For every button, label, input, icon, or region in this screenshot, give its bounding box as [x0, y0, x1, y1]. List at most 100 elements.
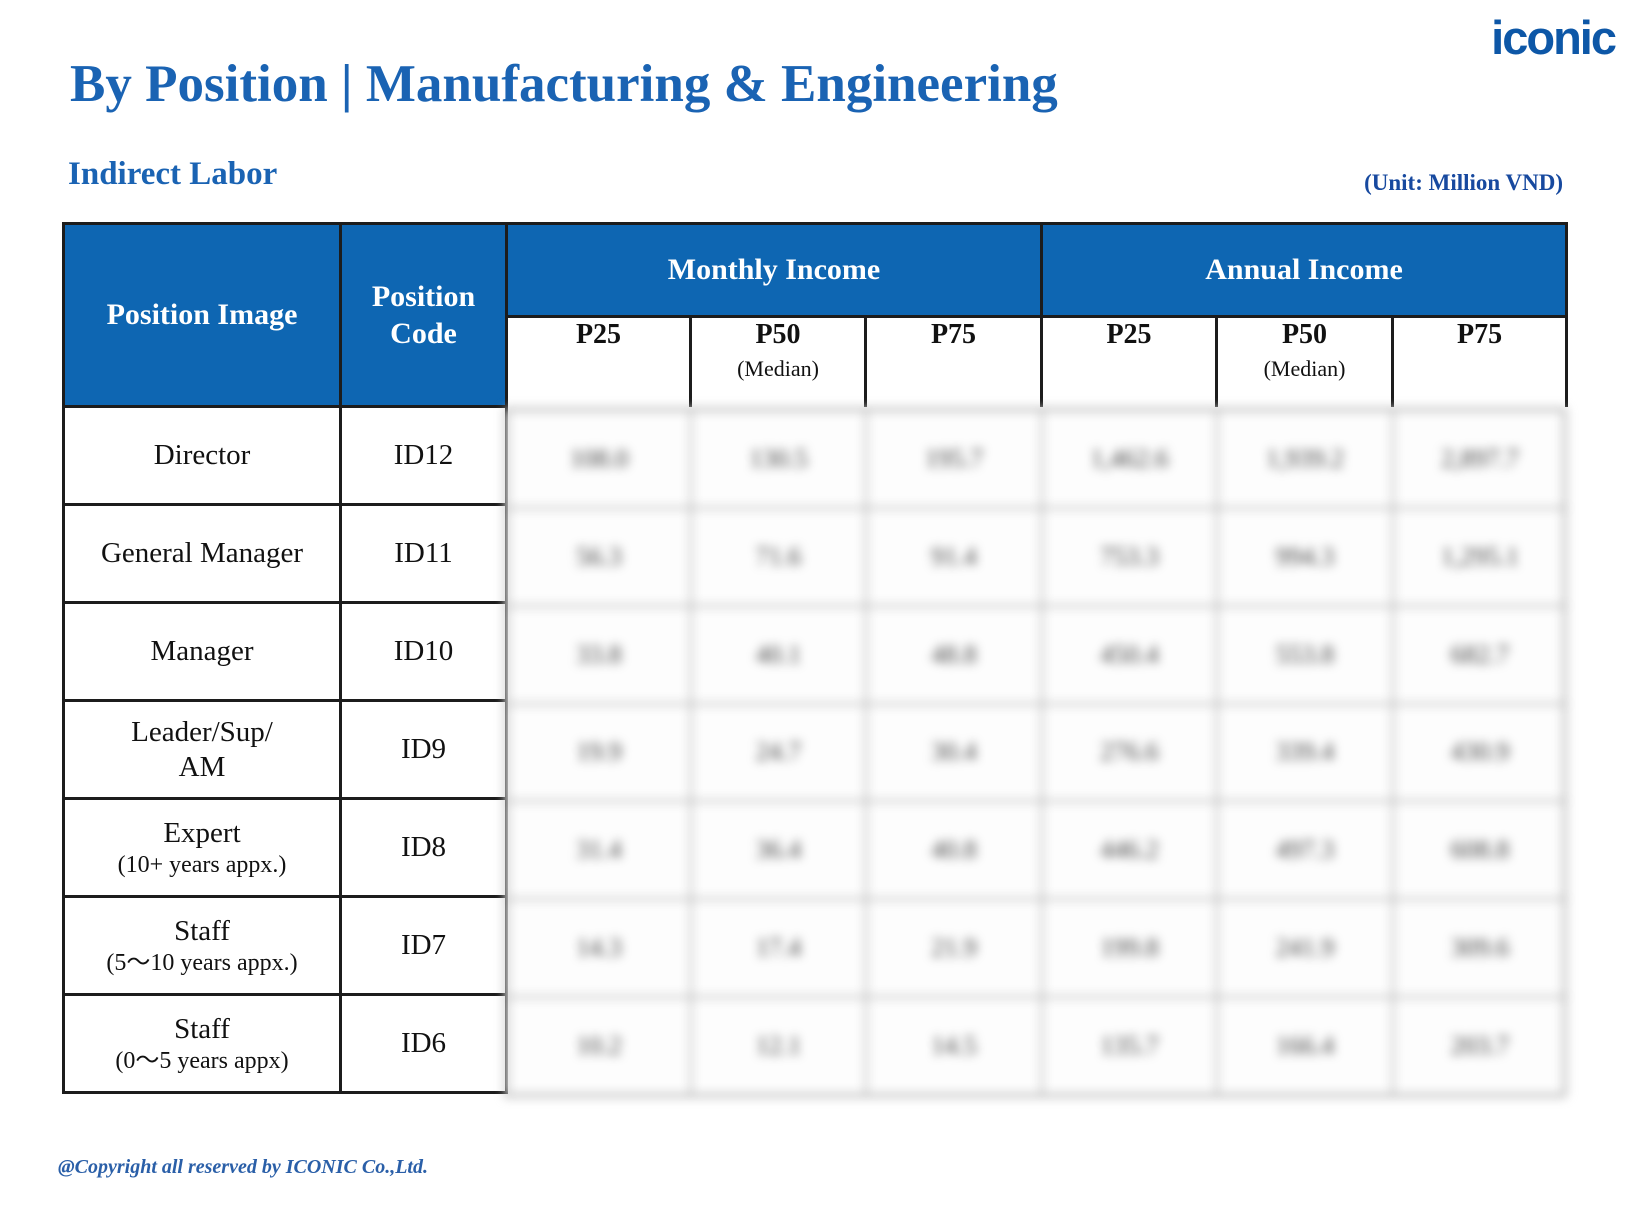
value-cell: 19.9: [507, 703, 691, 802]
value-cell: 450.4: [1042, 605, 1217, 704]
p50-label: P50: [1281, 319, 1328, 350]
value-cell: 40.1: [691, 605, 866, 704]
header-monthly-p75: P75: [863, 315, 1044, 407]
value-cell: 309.6: [1393, 899, 1567, 998]
value-cell: 497.3: [1217, 801, 1393, 900]
header-position-image: Position Image: [62, 222, 342, 408]
value-cell: 241.9: [1217, 899, 1393, 998]
position-cell: General Manager: [62, 503, 342, 604]
header-monthly-p50: P50 (Median): [689, 315, 867, 407]
value-cell: 166.4: [1217, 997, 1393, 1095]
value-cell: 195.7: [866, 410, 1042, 508]
position-sublabel: (5～10 years appx.): [106, 949, 298, 976]
p50-label: P50: [755, 319, 801, 350]
value-cell: 36.4: [691, 801, 866, 900]
code-cell: ID8: [339, 797, 508, 898]
value-cell: 24.7: [691, 703, 866, 802]
position-label: Manager: [150, 635, 254, 668]
position-cell: Expert (10+ years appx.): [62, 797, 342, 898]
value-cell: 40.8: [866, 801, 1042, 900]
value-cell: 276.6: [1042, 703, 1217, 802]
value-cell: 682.7: [1393, 605, 1567, 704]
value-cell: 135.7: [1042, 997, 1217, 1095]
value-cell: 14.5: [866, 997, 1042, 1095]
table-row-manager: Manager ID10: [62, 601, 1567, 702]
salary-table: Position Image Position Code Monthly Inc…: [62, 222, 1569, 1094]
table-row-general-manager: General Manager ID11: [62, 503, 1567, 604]
table-header-row-2: P25 P50 (Median) P75 P25 P50 (Median) P75: [64, 315, 1569, 407]
value-cell: 56.3: [507, 507, 691, 606]
position-cell: Director: [62, 405, 342, 506]
value-cell: 1,462.6: [1042, 410, 1217, 508]
header-position-code: Position Code: [339, 222, 508, 408]
header-annual-p25: P25: [1040, 315, 1219, 407]
table-row-staff-5-10: Staff (5～10 years appx.) ID7: [62, 895, 1567, 996]
position-label: Staff: [174, 914, 230, 947]
table-row-director: Director ID12: [62, 405, 1567, 506]
iconic-logo: iconic: [1491, 11, 1617, 64]
position-label: Director: [153, 439, 251, 472]
value-cell: 446.2: [1042, 801, 1217, 900]
header-annual-p75: P75: [1391, 315, 1569, 407]
table-row-expert: Expert (10+ years appx.) ID8: [62, 797, 1567, 898]
value-cell: 14.3: [507, 899, 691, 998]
p75-label: P75: [1456, 319, 1503, 350]
value-cell: 753.3: [1042, 507, 1217, 606]
value-cell: 199.8: [1042, 899, 1217, 998]
code-cell: ID11: [339, 503, 508, 604]
value-cell: 203.7: [1393, 997, 1567, 1095]
value-cell: 71.6: [691, 507, 866, 606]
position-sublabel: (10+ years appx.): [117, 851, 287, 878]
value-cell: 130.5: [691, 410, 866, 508]
value-cell: 2,897.7: [1393, 410, 1567, 508]
copyright-note: @Copyright all reserved by ICONIC Co.,Lt…: [58, 1156, 428, 1178]
value-cell: 994.3: [1217, 507, 1393, 606]
value-cell: 12.1: [691, 997, 866, 1095]
header-annual-p50: P50 (Median): [1215, 315, 1395, 407]
code-cell: ID12: [339, 405, 508, 506]
blurred-data-region: 108.0 130.5 195.7 1,462.6 1,939.2 2,897.…: [498, 386, 1578, 1112]
table-header-row-1: Position Image Position Code Monthly Inc…: [62, 222, 1569, 408]
code-cell: ID7: [339, 895, 508, 996]
header-monthly-income: Monthly Income: [504, 222, 1044, 318]
blurred-data-grid: 108.0 130.5 195.7 1,462.6 1,939.2 2,897.…: [505, 408, 1567, 1097]
header-monthly-p25: P25: [505, 315, 692, 407]
position-cell: Staff (0～5 years appx): [62, 993, 342, 1094]
value-cell: 31.4: [507, 801, 691, 900]
p25-label: P25: [1106, 319, 1152, 350]
value-cell: 430.9: [1393, 703, 1567, 802]
median-label: (Median): [737, 355, 819, 381]
page-title: By Position | Manufacturing & Engineerin…: [70, 55, 1058, 113]
position-sublabel: (0～5 years appx): [115, 1047, 289, 1074]
median-label: (Median): [1263, 355, 1346, 381]
value-cell: 17.4: [691, 899, 866, 998]
position-sublabel: AM: [178, 750, 226, 783]
unit-note: (Unit: Million VND): [1364, 170, 1563, 195]
value-cell: 33.8: [507, 605, 691, 704]
p75-label: P75: [930, 319, 977, 350]
position-label: Staff: [174, 1012, 230, 1045]
value-cell: 1,295.1: [1393, 507, 1567, 606]
position-label: Expert: [163, 816, 241, 849]
value-cell: 21.9: [866, 899, 1042, 998]
code-cell: ID6: [339, 993, 508, 1094]
table-row-staff-0-5: Staff (0～5 years appx) ID6: [62, 993, 1567, 1094]
position-cell: Leader/Sup/AM: [62, 699, 342, 800]
value-cell: 553.8: [1217, 605, 1393, 704]
value-cell: 48.8: [866, 605, 1042, 704]
position-cell: Manager: [62, 601, 342, 702]
value-cell: 339.4: [1217, 703, 1393, 802]
value-cell: 10.2: [507, 997, 691, 1095]
p25-label: P25: [575, 319, 622, 350]
position-cell: Staff (5～10 years appx.): [62, 895, 342, 996]
value-cell: 108.0: [507, 410, 691, 508]
code-cell: ID9: [339, 699, 508, 800]
header-annual-income: Annual Income: [1040, 222, 1569, 318]
value-cell: 1,939.2: [1217, 410, 1393, 508]
value-cell: 91.4: [866, 507, 1042, 606]
table-row-leader-sup-am: Leader/Sup/AM ID9: [62, 699, 1567, 800]
position-label: Leader/Sup/: [131, 715, 273, 748]
code-cell: ID10: [339, 601, 508, 702]
position-label: General Manager: [100, 537, 304, 570]
